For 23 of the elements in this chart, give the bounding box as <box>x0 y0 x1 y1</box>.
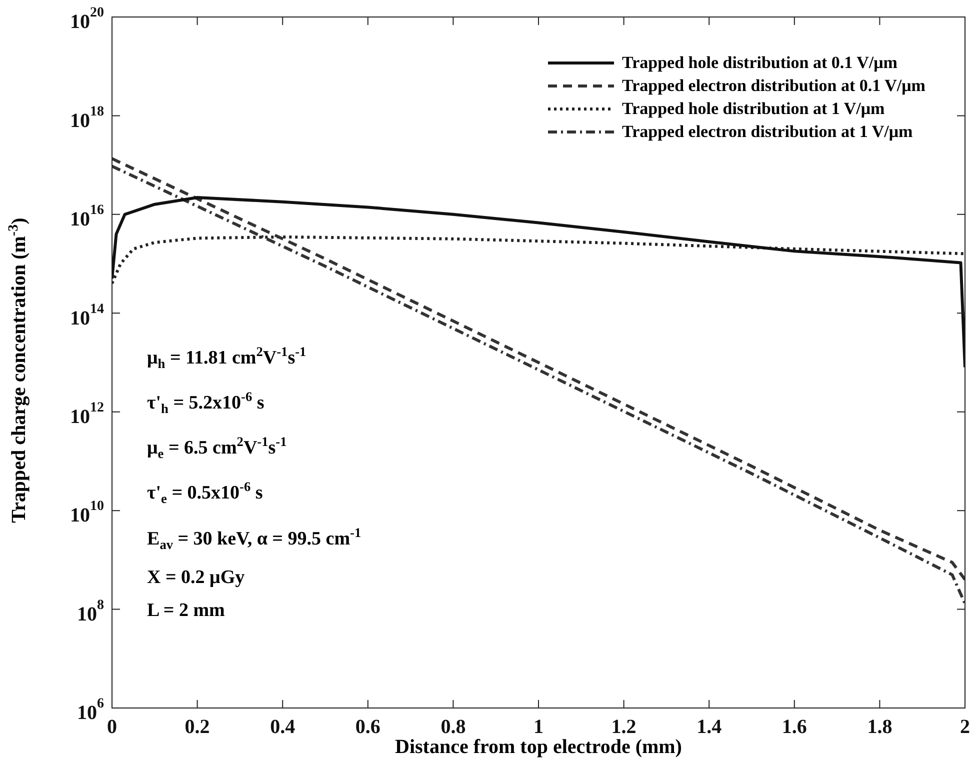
annotation: L = 2 mm <box>147 598 226 623</box>
x-tick-label: 0 <box>107 716 117 738</box>
annotation: X = 0.2 μGy <box>147 566 246 590</box>
x-tick-label: 1.8 <box>867 716 892 738</box>
x-tick-label: 1.4 <box>696 716 722 738</box>
legend-label: Trapped hole distribution at 1 V/μm <box>622 98 885 120</box>
annotation: τ'$_{e}$ = 0.5x10$^{-6}$ s <box>147 478 264 508</box>
legend-label: Trapped hole distribution at 0.1 V/μm <box>622 52 898 74</box>
x-tick-label: 0.8 <box>440 716 466 738</box>
legend-label: Trapped electron distribution at 1 V/μm <box>622 121 913 143</box>
x-tick-label: 1 <box>534 716 544 738</box>
x-tick-label: 1.6 <box>782 716 807 738</box>
x-tick-label: 2 <box>960 716 970 738</box>
legend-label: Trapped electron distribution at 0.1 V/μm <box>622 75 926 97</box>
annotation: μ$_{h}$ = 11.81 cm$^{2}$V$^{-1}$s$^{-1}$ <box>147 343 308 374</box>
annotation: E$_{av}$ = 30 keV, α = 99.5 cm$^{-1}$ <box>147 524 362 554</box>
annotation: μ$_{e}$ = 6.5 cm$^{2}$V$^{-1}$s$^{-1}$ <box>147 433 288 464</box>
annotation: τ'$_{h}$ = 5.2x10$^{-6}$ s <box>147 388 266 418</box>
x-axis-title: Distance from top electrode (mm) <box>395 736 682 758</box>
x-tick-label: 1.2 <box>611 716 636 738</box>
x-tick-label: 0.6 <box>355 716 380 738</box>
x-tick-label: 0.4 <box>270 716 296 738</box>
x-tick-label: 0.2 <box>184 716 210 738</box>
